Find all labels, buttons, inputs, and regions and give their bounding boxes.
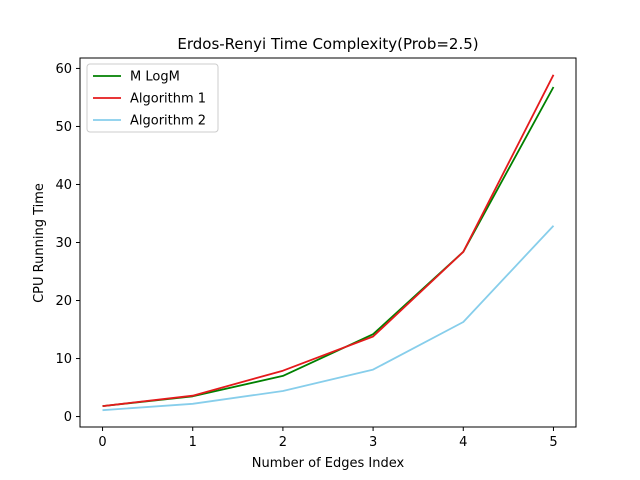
chart-title: Erdos-Renyi Time Complexity(Prob=2.5)	[177, 35, 478, 53]
legend-label-3: Algorithm 2	[130, 114, 206, 129]
legend-label-1: M LogM	[130, 70, 180, 85]
x-tick-label: 4	[459, 435, 467, 450]
legend-label-2: Algorithm 1	[130, 92, 206, 107]
y-tick-label: 10	[55, 352, 72, 367]
x-tick-label: 2	[279, 435, 287, 450]
y-tick-label: 40	[55, 178, 72, 193]
y-tick-label: 30	[55, 236, 72, 251]
y-tick-label: 20	[55, 294, 72, 309]
y-tick-label: 0	[64, 410, 72, 425]
legend: M LogM Algorithm 1 Algorithm 2	[86, 63, 219, 133]
y-tick-label: 50	[55, 120, 72, 135]
x-tick-label: 5	[549, 435, 557, 450]
legend-box	[86, 63, 219, 133]
x-tick-label: 0	[98, 435, 106, 450]
x-axis-label: Number of Edges Index	[252, 456, 405, 471]
x-tick-label: 1	[189, 435, 197, 450]
y-tick-label: 60	[55, 62, 72, 77]
series-line-2	[102, 74, 555, 407]
series-line-3	[102, 225, 555, 412]
x-tick-label: 3	[369, 435, 377, 450]
y-axis-label: CPU Running Time	[32, 183, 47, 303]
